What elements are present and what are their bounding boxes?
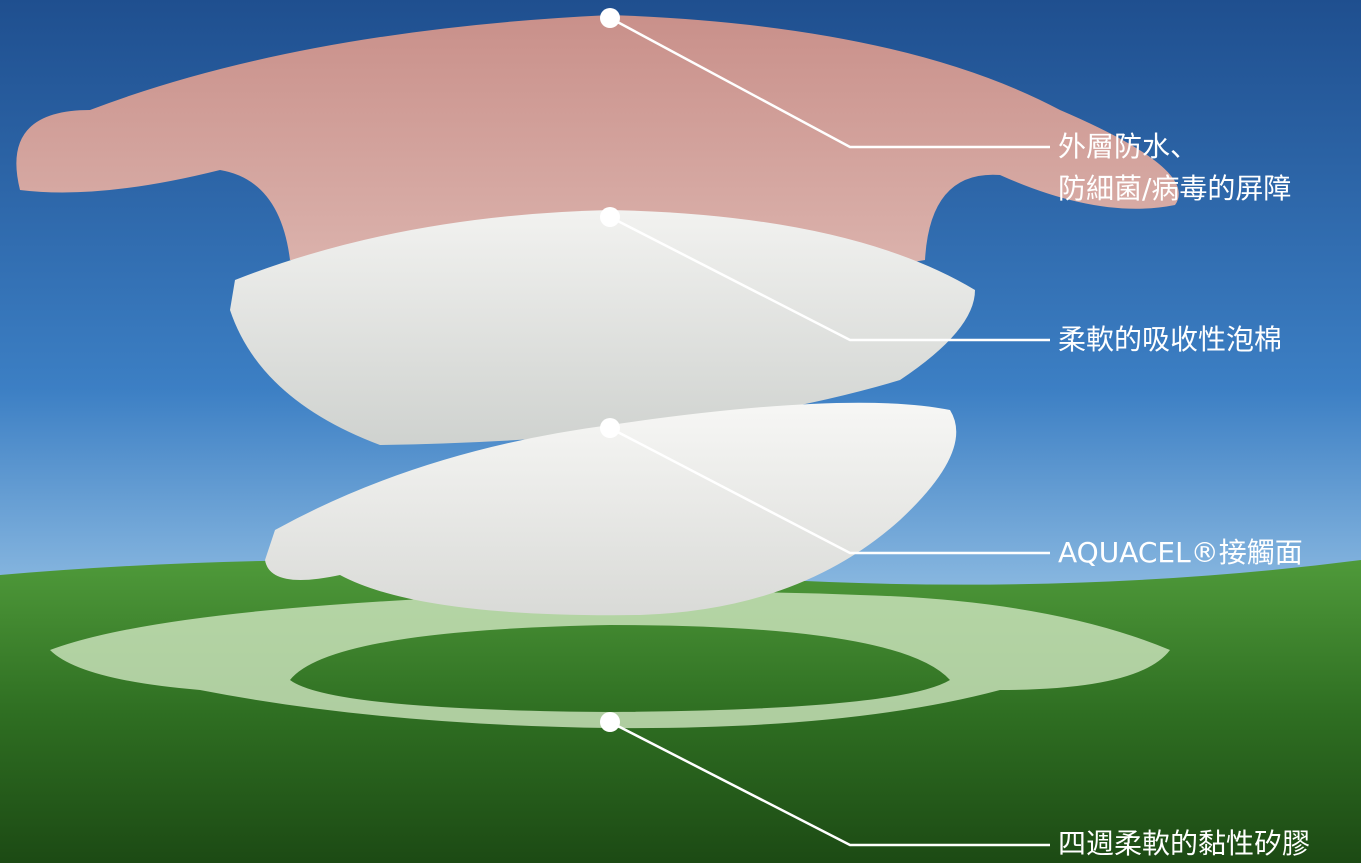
label: AQUACEL®接觸面 (1058, 536, 1303, 569)
silicone-border (50, 591, 1170, 729)
label: 四週柔軟的黏性矽膠 (1058, 827, 1310, 860)
label: 防細菌/病毒的屏障 (1058, 172, 1291, 205)
aquacel-layer (265, 402, 957, 616)
callout-dot (600, 418, 620, 438)
label: 柔軟的吸收性泡棉 (1058, 323, 1282, 356)
foam-layer (230, 210, 975, 445)
callout-line (609, 215, 1050, 342)
callout-line (609, 426, 1050, 555)
label: 外層防水、 (1058, 130, 1198, 163)
outer-layer (16, 15, 1179, 280)
callout-line (609, 16, 1050, 149)
callout-dot (600, 712, 620, 732)
callout-dot (600, 8, 620, 28)
callout-dot (600, 207, 620, 227)
callout-line (609, 720, 1050, 847)
